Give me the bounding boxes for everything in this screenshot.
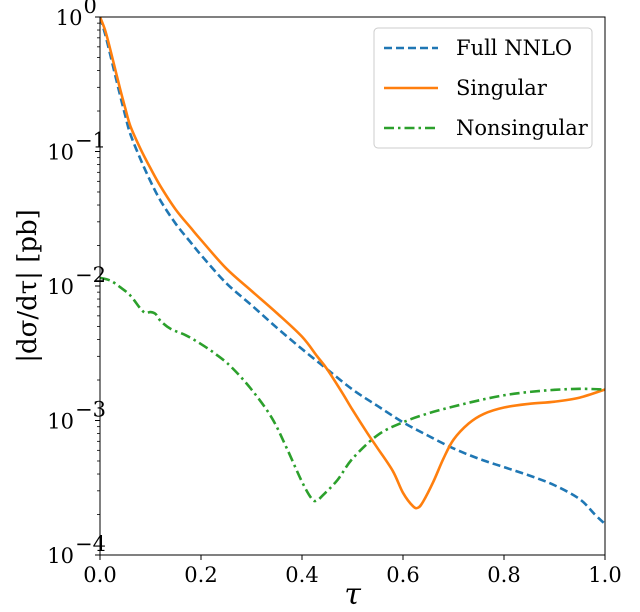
legend: Full NNLO Singular Nonsingular (373, 27, 593, 149)
x-axis-title: τ (344, 577, 361, 612)
svg-text:−2: −2 (75, 263, 106, 287)
x-tick-label: 0.0 (83, 563, 116, 587)
legend-item: Singular (384, 76, 548, 100)
series-line-full-nnlo (100, 17, 605, 525)
x-tick-label: 0.2 (184, 563, 217, 587)
x-tick-label: 1.0 (588, 563, 621, 587)
y-tick-label: 10 −1 (47, 129, 106, 165)
svg-text:10: 10 (56, 6, 83, 30)
svg-text:10: 10 (47, 141, 74, 165)
legend-label: Singular (456, 76, 548, 100)
legend-label: Nonsingular (456, 116, 589, 140)
series-line-singular (100, 17, 605, 510)
svg-text:0: 0 (84, 0, 97, 18)
svg-text:−3: −3 (75, 398, 106, 422)
legend-label: Full NNLO (456, 36, 572, 60)
legend-item: Nonsingular (384, 116, 589, 140)
svg-text:10: 10 (47, 544, 74, 568)
x-tick-label: 0.4 (285, 563, 318, 587)
legend-item: Full NNLO (384, 36, 572, 60)
x-tick-label: 0.6 (386, 563, 419, 587)
y-tick-label: 10 −4 (47, 532, 106, 568)
svg-text:−4: −4 (75, 532, 106, 556)
svg-text:−1: −1 (75, 129, 106, 153)
y-tick-label: 10 −3 (47, 398, 106, 434)
svg-text:10: 10 (47, 410, 74, 434)
y-tick-label: 10 0 (56, 0, 97, 30)
y-axis-title: |dσ/dτ| [pb] (13, 209, 43, 363)
series-layer (100, 17, 605, 525)
x-tick-label: 0.8 (487, 563, 520, 587)
svg-text:10: 10 (47, 275, 74, 299)
legend-box (373, 27, 593, 149)
y-tick-label: 10 −2 (47, 263, 106, 299)
series-line-nonsingular (100, 276, 605, 503)
